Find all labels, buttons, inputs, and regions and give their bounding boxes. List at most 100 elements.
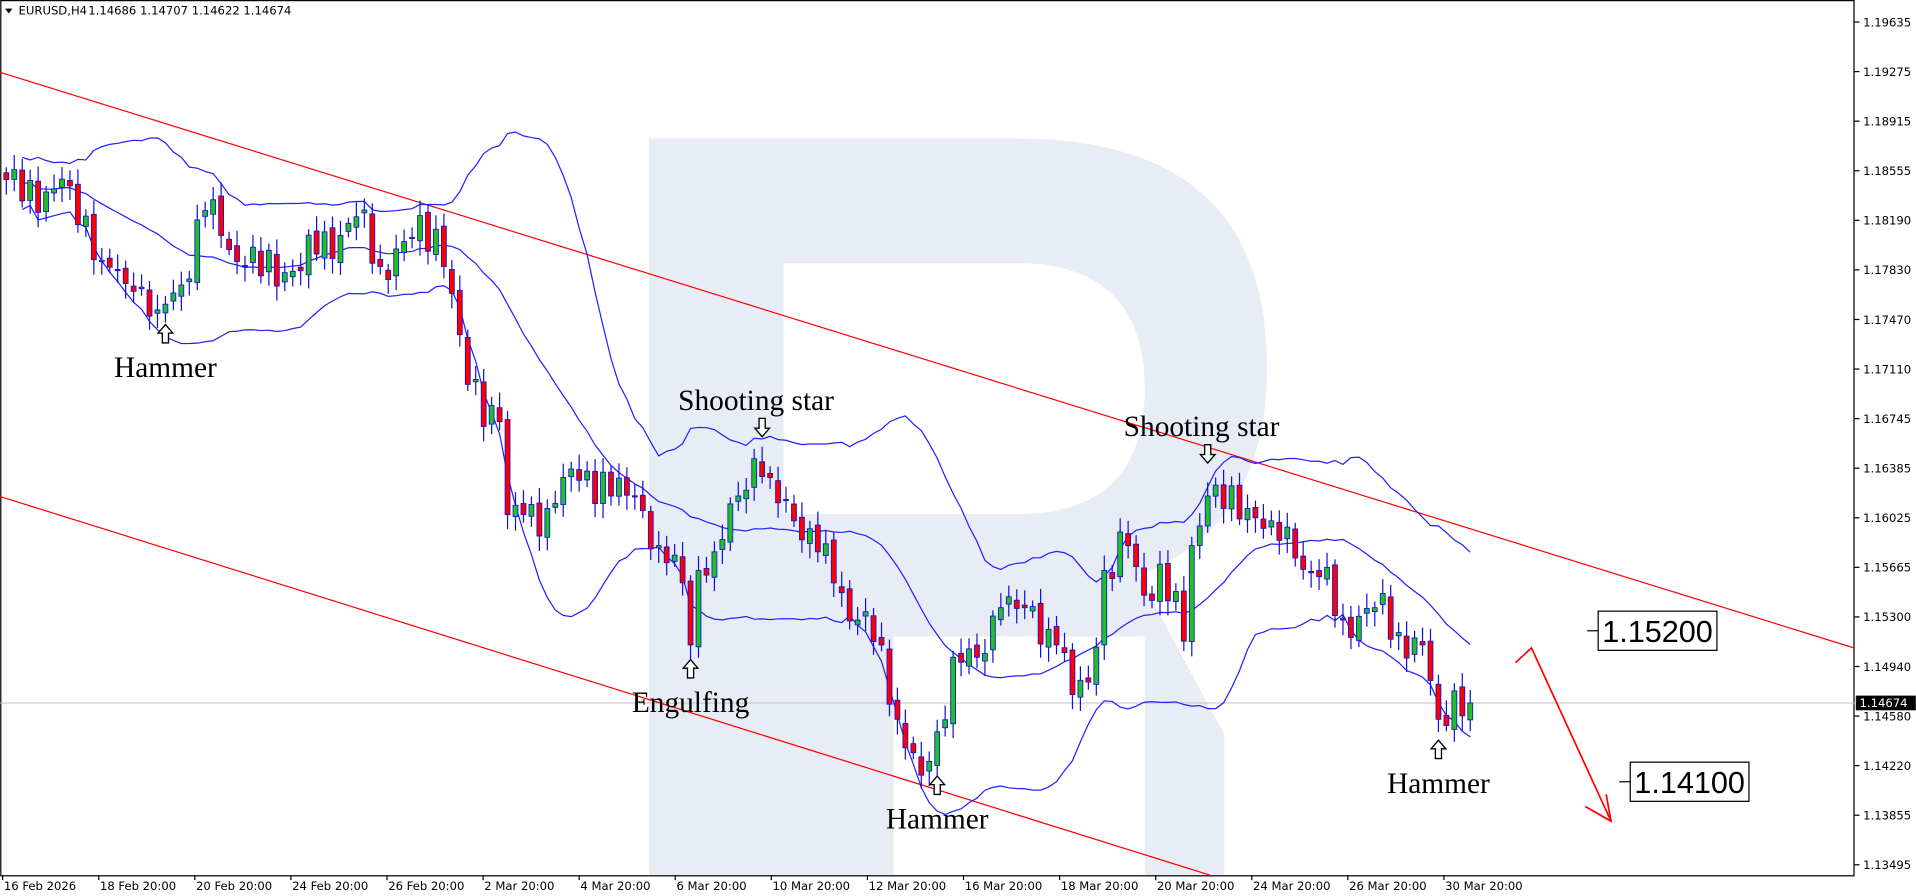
candle-bull	[1355, 615, 1362, 641]
dropdown-triangle-icon[interactable]	[5, 8, 13, 14]
forecast-arrow	[1514, 646, 1613, 823]
candle-bear	[838, 586, 845, 594]
candle-bull	[1188, 545, 1195, 642]
candle-bear	[1220, 484, 1227, 509]
candle-bear	[1427, 640, 1434, 681]
candle-bear	[1021, 604, 1028, 609]
candle-bear	[377, 258, 384, 267]
candle-bear	[1348, 616, 1354, 638]
candle-bear	[624, 477, 630, 496]
candle-bull	[926, 760, 933, 772]
candle-bull	[568, 468, 575, 478]
candle-bear	[759, 461, 766, 477]
candle-bull	[600, 471, 606, 504]
candle-bear	[496, 407, 503, 423]
candle-bear	[1300, 555, 1307, 570]
candle-bull	[1196, 525, 1203, 546]
watermark-logo	[648, 138, 1268, 876]
candle-bear	[448, 269, 455, 294]
x-tick-label: 4 Mar 20:00	[580, 879, 650, 893]
candle-bear	[1125, 533, 1132, 547]
candle-bear	[218, 195, 225, 236]
x-tick-label: 16 Feb 2026	[4, 879, 76, 893]
y-tick-label: 1.16025	[1863, 511, 1911, 525]
candle-bear	[1141, 567, 1147, 596]
candle-bear	[456, 290, 463, 336]
candle-bull	[822, 543, 829, 557]
y-tick-label: 1.18190	[1863, 214, 1911, 228]
candle-bull	[1045, 628, 1052, 648]
ohlc-readout: 1.14686 1.14707 1.14622 1.14674	[88, 4, 291, 18]
candle-bear	[313, 230, 320, 255]
annotation-label: Engulfing	[632, 687, 750, 719]
candle-bull	[488, 405, 495, 425]
candle-bear	[886, 648, 893, 705]
candle-bull	[353, 216, 360, 228]
candle-bull	[512, 504, 519, 517]
price-axis[interactable]: 1.19635 1.19275 1.18915 1.18555 1.18190 1.178…	[1854, 15, 1916, 872]
x-tick-label: 26 Mar 20:00	[1349, 879, 1427, 893]
candle-bear	[1276, 521, 1283, 541]
candle-bull	[934, 731, 941, 766]
y-tick-label: 1.19275	[1863, 65, 1911, 79]
target-levels: 1.15200 1.14100	[1587, 610, 1750, 802]
candle-bull	[1212, 484, 1219, 497]
candle-bull	[982, 653, 988, 662]
candle-bull	[202, 210, 209, 217]
candle-bear	[1165, 562, 1171, 602]
candle-bear	[1069, 649, 1076, 696]
candle-bear	[1435, 683, 1442, 720]
y-tick-label: 1.14580	[1863, 709, 1911, 723]
y-tick-label: 1.16745	[1863, 412, 1911, 426]
watermark-r-shape	[648, 138, 1268, 876]
candle-bear	[910, 743, 917, 754]
candle-bull	[735, 495, 742, 502]
candle-bear	[974, 644, 980, 658]
candle-bear	[1292, 528, 1299, 559]
annotation-label: Hammer	[114, 352, 217, 384]
annotation: Shooting star	[1124, 411, 1280, 465]
candle-bear	[19, 169, 26, 202]
candle-bear	[297, 266, 304, 272]
candle-bull	[210, 199, 217, 215]
candle-bull	[178, 284, 185, 297]
trend-channel	[0, 71, 1855, 876]
y-tick-label: 1.18915	[1863, 114, 1911, 128]
annotation: Hammer	[886, 775, 989, 836]
candle-bull	[43, 191, 49, 212]
candles	[3, 155, 1474, 789]
candle-bull	[1324, 566, 1330, 580]
candle-bull	[281, 272, 288, 283]
candle-bull	[27, 180, 34, 201]
candle-bull	[1173, 591, 1179, 602]
x-tick-label: 18 Feb 20:00	[100, 879, 176, 893]
candle-bull	[194, 219, 201, 283]
target-level: 1.15200	[1587, 610, 1718, 651]
candle-bear	[663, 546, 670, 564]
target-level: 1.14100	[1619, 761, 1750, 802]
level-label: 1.15200	[1602, 615, 1713, 649]
time-axis[interactable]: 16 Feb 2026 18 Feb 20:00 20 Feb 20:00 24 Fe…	[2, 875, 1523, 893]
candle-bull	[1117, 531, 1124, 578]
candle-bear	[608, 471, 614, 497]
y-tick-label: 1.14940	[1863, 660, 1911, 674]
candle-bear	[1316, 570, 1322, 578]
arrow-down-icon	[1198, 444, 1217, 465]
candle-bull	[1284, 526, 1291, 540]
x-tick-label: 26 Feb 20:00	[388, 879, 464, 893]
forecast-line	[1514, 646, 1612, 822]
candle-bull	[1077, 679, 1084, 698]
candle-bull	[401, 241, 407, 254]
bollinger-lower-band	[21, 204, 1471, 816]
candle-bear	[464, 337, 471, 385]
candle-bull	[433, 228, 439, 255]
candle-bear	[258, 250, 264, 277]
candle-bear	[679, 556, 686, 584]
candle-bear	[767, 472, 773, 478]
candle-bull	[1029, 606, 1036, 612]
candle-bull	[695, 570, 702, 648]
candle-bull	[1244, 508, 1251, 521]
candle-bear	[536, 502, 543, 537]
candle-bull	[1157, 563, 1163, 602]
